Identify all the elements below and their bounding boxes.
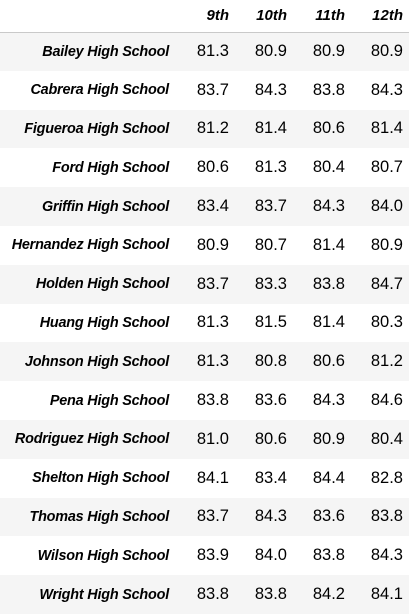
table-cell: 83.7: [196, 80, 229, 99]
table-cell: 80.6: [196, 158, 229, 177]
table-cell: 83.8: [312, 274, 345, 293]
table-cell: 81.3: [196, 313, 229, 332]
table-cell: 83.3: [254, 274, 287, 293]
table-cell: 83.7: [196, 274, 229, 293]
table-cell: 80.9: [254, 42, 287, 61]
table-row: Rodriguez High School 81.0 80.6 80.9 80.…: [0, 419, 409, 459]
table-cell: 84.2: [312, 585, 345, 604]
table-cell: 81.2: [370, 352, 403, 371]
row-label: Pena High School: [49, 392, 169, 409]
header-row: 9th 10th 11th 12th: [0, 0, 409, 33]
table-cell: 83.6: [254, 391, 287, 410]
table-row: Thomas High School 83.7 84.3 83.6 83.8: [0, 497, 409, 537]
table-row: Huang High School 81.3 81.5 81.4 80.3: [0, 304, 409, 343]
table-row: Pena High School 83.8 83.6 84.3 84.6: [0, 381, 409, 420]
table-cell: 83.8: [196, 391, 229, 410]
table-cell: 83.9: [196, 546, 229, 565]
table-cell: 80.9: [312, 429, 345, 448]
table-cell: 80.6: [312, 119, 345, 138]
column-header-10th: 10th: [235, 0, 293, 33]
table-cell: 81.4: [312, 313, 345, 332]
table-cell: 80.9: [312, 42, 345, 61]
table-row: Cabrera High School 83.7 84.3 83.8 84.3: [0, 71, 409, 110]
table-row: Wilson High School 83.9 84.0 83.8 84.3: [0, 536, 409, 575]
row-label: Thomas High School: [29, 508, 169, 525]
column-header-12th: 12th: [351, 0, 409, 33]
row-label: Hernandez High School: [11, 237, 170, 254]
table-cell: 83.4: [254, 468, 287, 487]
table-row: Bailey High School 81.3 80.9 80.9 80.9: [0, 32, 409, 71]
table-cell: 80.3: [370, 313, 403, 332]
table-cell: 84.6: [370, 391, 403, 410]
table-row: Wright High School 83.8 83.8 84.2 84.1: [0, 575, 409, 614]
corner-header: [0, 0, 177, 33]
table-cell: 80.8: [254, 352, 287, 371]
table-cell: 83.8: [196, 585, 229, 604]
table-cell: 80.6: [312, 352, 345, 371]
table-cell: 84.3: [254, 507, 287, 526]
row-label: Bailey High School: [42, 43, 169, 60]
column-header-11th: 11th: [293, 0, 351, 33]
table-cell: 81.4: [370, 119, 403, 138]
table-cell: 80.9: [370, 235, 403, 254]
table-cell: 81.4: [254, 119, 287, 138]
row-label: Wright High School: [39, 586, 169, 603]
row-label: Wilson High School: [37, 547, 170, 564]
table-cell: 83.7: [196, 507, 229, 526]
table-cell: 80.6: [254, 429, 287, 448]
table-cell: 83.8: [312, 80, 345, 99]
table-cell: 83.8: [254, 585, 287, 604]
row-label: Ford High School: [52, 159, 169, 176]
table-cell: 84.7: [370, 274, 403, 293]
table-cell: 84.1: [370, 585, 403, 604]
table-cell: 83.7: [254, 197, 287, 216]
column-header-9th: 9th: [177, 0, 235, 33]
table-cell: 81.3: [254, 158, 287, 177]
table-row: Shelton High School 84.1 83.4 84.4 82.8: [0, 459, 409, 498]
table-cell: 80.4: [312, 158, 345, 177]
table-row: Griffin High School 83.4 83.7 84.3 84.0: [0, 187, 409, 226]
table-cell: 81.5: [254, 313, 287, 332]
table-cell: 83.8: [370, 507, 403, 526]
table-cell: 81.3: [196, 42, 229, 61]
table-cell: 81.3: [196, 352, 229, 371]
row-label: Huang High School: [39, 314, 170, 331]
table-cell: 80.9: [370, 42, 403, 61]
row-label: Holden High School: [35, 276, 169, 293]
row-label: Shelton High School: [32, 470, 169, 487]
row-label: Rodriguez High School: [14, 431, 169, 448]
table-cell: 83.8: [312, 546, 345, 565]
row-label: Figueroa High School: [24, 120, 169, 137]
table-cell: 84.4: [312, 468, 345, 487]
row-label: Cabrera High School: [30, 82, 169, 99]
table-cell: 80.7: [370, 158, 403, 177]
table-cell: 84.0: [254, 546, 287, 565]
table-row: Johnson High School 81.3 80.8 80.6 81.2: [0, 342, 409, 382]
table-cell: 84.3: [370, 80, 403, 99]
table-cell: 80.4: [370, 429, 403, 448]
table-cell: 80.7: [254, 235, 287, 254]
table-cell: 81.0: [196, 429, 229, 448]
table-cell: 83.4: [196, 197, 229, 216]
table-cell: 84.3: [312, 197, 345, 216]
table-cell: 84.3: [254, 80, 287, 99]
table-cell: 80.9: [196, 235, 229, 254]
table-body: Bailey High School 81.3 80.9 80.9 80.9 C…: [0, 32, 409, 614]
table-row: Figueroa High School 81.2 81.4 80.6 81.4: [0, 109, 409, 149]
table-row: Ford High School 80.6 81.3 80.4 80.7: [0, 148, 409, 187]
row-label: Griffin High School: [41, 198, 169, 215]
table-cell: 84.3: [370, 546, 403, 565]
table-cell: 81.2: [196, 119, 229, 138]
row-label: Johnson High School: [24, 353, 169, 370]
table-cell: 83.6: [312, 507, 345, 526]
table-cell: 81.4: [312, 235, 345, 254]
table-row: Holden High School 83.7 83.3 83.8 84.7: [0, 264, 409, 304]
table-cell: 84.0: [370, 197, 403, 216]
table-row: Hernandez High School 80.9 80.7 81.4 80.…: [0, 226, 409, 265]
table-cell: 82.8: [370, 468, 403, 487]
table-cell: 84.3: [312, 391, 345, 410]
table-cell: 84.1: [196, 468, 229, 487]
